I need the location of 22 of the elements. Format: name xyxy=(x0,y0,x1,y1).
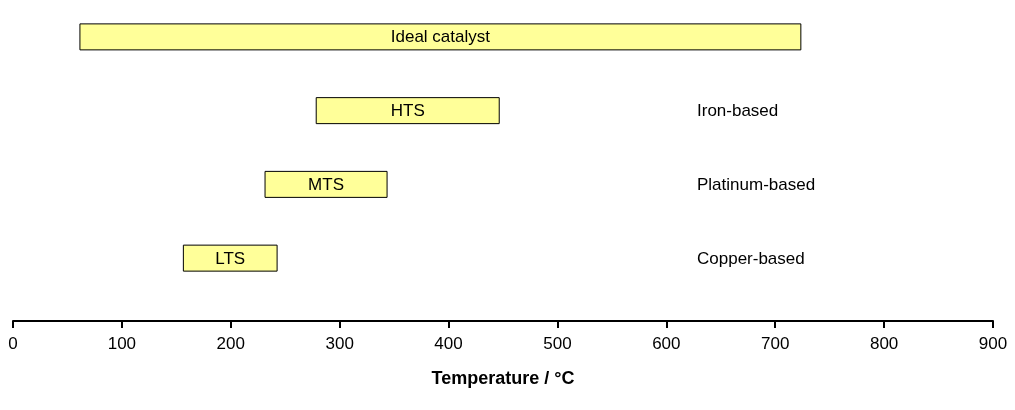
x-tick-label: 400 xyxy=(434,334,463,353)
x-tick-label: 800 xyxy=(869,334,899,353)
x-tick-label: 0 xyxy=(8,334,18,353)
y-tick-label: MTS xyxy=(308,174,344,194)
bar xyxy=(315,97,500,125)
x-tick-label: 300 xyxy=(325,334,354,353)
bar xyxy=(264,170,388,198)
x-tick-label: 200 xyxy=(216,334,245,353)
x-tick-label: 600 xyxy=(652,334,681,353)
x-tick-label: 500 xyxy=(543,334,572,353)
x-tick-label: 900 xyxy=(978,334,1008,353)
y-tick-label: Ideal catalyst xyxy=(390,27,491,47)
x-axis-title: Temperature / °C xyxy=(431,368,575,388)
x-tick-label: 100 xyxy=(107,334,137,353)
annotation: Platinum-based xyxy=(697,174,816,194)
annotation: Iron-based xyxy=(697,101,779,121)
x-tick-label: 700 xyxy=(761,334,790,353)
annotation: Copper-based xyxy=(697,248,805,268)
y-tick-label: HTS xyxy=(390,101,425,121)
bar xyxy=(79,23,802,51)
bar xyxy=(182,244,278,272)
y-tick-label: LTS xyxy=(215,248,246,268)
